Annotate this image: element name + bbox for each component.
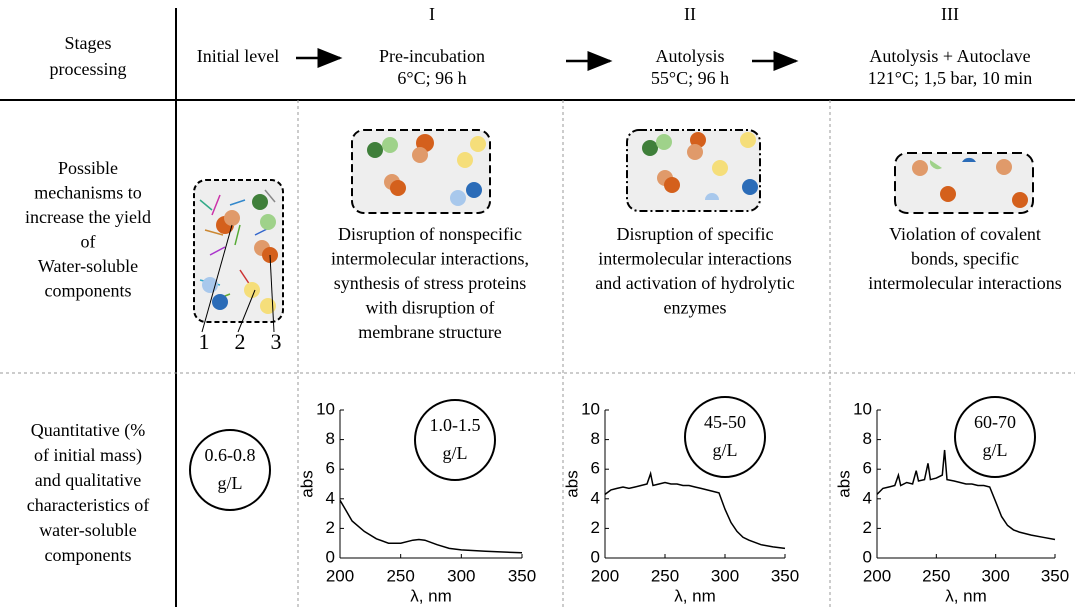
spectrum-line: [876, 449, 1056, 541]
x-tick-label: 300: [447, 566, 475, 585]
y-axis-label: abs: [297, 470, 316, 497]
x-axis-label: λ, nm: [674, 586, 716, 605]
row-label: and qualitative: [35, 470, 141, 490]
stage-numeral: I: [429, 4, 435, 24]
stage-name: Pre-incubation: [379, 46, 485, 66]
row-label: of initial mass): [34, 445, 142, 466]
initial-label: Initial level: [197, 46, 279, 66]
legend-number: 1: [199, 329, 210, 354]
x-axis-label: λ, nm: [945, 586, 987, 605]
row-label: of: [81, 232, 96, 252]
row-label: water-soluble: [39, 520, 137, 540]
x-tick-label: 300: [711, 566, 739, 585]
yield-value: 60-70: [974, 412, 1016, 432]
mechanism-text: with disruption of: [366, 298, 495, 318]
yield-unit: g/L: [713, 440, 738, 460]
y-tick-label: 10: [316, 399, 335, 418]
arrows: [296, 48, 799, 71]
y-tick-label: 4: [326, 488, 335, 507]
y-tick-label: 8: [326, 429, 335, 448]
y-tick-label: 0: [591, 547, 600, 566]
mechanism-text: Violation of covalent: [889, 224, 1041, 244]
mechanism-text: intermolecular interactions,: [331, 249, 529, 269]
mechanism-text: bonds, specific: [911, 249, 1019, 269]
y-tick-label: 2: [863, 518, 872, 537]
legend-number: 3: [271, 329, 282, 354]
x-tick-label: 250: [386, 566, 414, 585]
x-tick-label: 350: [1041, 566, 1069, 585]
mechanism-text: synthesis of stress proteins: [334, 273, 527, 293]
y-tick-label: 8: [591, 429, 600, 448]
y-tick-label: 6: [591, 459, 600, 478]
y-tick-label: 8: [863, 429, 872, 448]
mechanism-text: and activation of hydrolytic: [595, 273, 794, 293]
x-tick-label: 350: [508, 566, 536, 585]
yield-unit: g/L: [218, 473, 243, 493]
illustrations: [193, 129, 1034, 333]
y-tick-label: 0: [326, 547, 335, 566]
x-tick-label: 200: [863, 566, 891, 585]
grid-frame: [0, 8, 1075, 607]
x-tick-label: 200: [326, 566, 354, 585]
row-label: processing: [50, 59, 127, 79]
row-label: Stages: [65, 33, 112, 53]
y-tick-label: 10: [581, 399, 600, 418]
yield-value: 45-50: [704, 412, 746, 432]
x-axis-label: λ, nm: [410, 586, 452, 605]
stage-name: Autolysis: [655, 46, 724, 66]
y-tick-label: 6: [326, 459, 335, 478]
yield-unit: g/L: [443, 443, 468, 463]
mechanism-text: enzymes: [664, 298, 727, 318]
y-tick-label: 4: [863, 488, 872, 507]
y-tick-label: 10: [853, 399, 872, 418]
y-tick-label: 2: [591, 518, 600, 537]
row-label: characteristics of: [27, 495, 149, 515]
row-label: increase the yield: [25, 207, 151, 227]
stage-name: Autolysis + Autoclave: [869, 46, 1030, 66]
x-tick-label: 350: [771, 566, 799, 585]
yield-value: 1.0-1.5: [430, 415, 481, 435]
stage-conditions: 55°C; 96 h: [651, 68, 729, 88]
yield-badges: [189, 396, 1036, 511]
mechanism-text: intermolecular interactions: [598, 249, 791, 269]
y-tick-label: 4: [591, 488, 600, 507]
row-label: Water-soluble: [38, 256, 138, 276]
yield-value: 0.6-0.8: [205, 445, 256, 465]
row-label: mechanisms to: [34, 183, 141, 203]
y-axis-label: abs: [562, 470, 581, 497]
mechanism-text: Disruption of nonspecific: [338, 224, 522, 244]
row-label: Quantitative (%: [31, 420, 145, 441]
row-label: components: [45, 281, 132, 301]
stage-numeral: III: [941, 4, 959, 24]
y-tick-label: 6: [863, 459, 872, 478]
stage-numeral: II: [684, 4, 696, 24]
x-tick-label: 250: [922, 566, 950, 585]
stage-conditions: 121°C; 1,5 bar, 10 min: [868, 68, 1032, 88]
mechanism-text: membrane structure: [358, 322, 501, 342]
y-axis-label: abs: [834, 470, 853, 497]
mechanism-text: Disruption of specific: [617, 224, 774, 244]
x-tick-label: 300: [981, 566, 1009, 585]
row-label: Possible: [58, 158, 118, 178]
row-label: components: [45, 545, 132, 565]
legend-number: 2: [235, 329, 246, 354]
yield-unit: g/L: [983, 440, 1008, 460]
y-tick-label: 0: [863, 547, 872, 566]
spectrum-line: [339, 499, 523, 554]
stage-conditions: 6°C; 96 h: [397, 68, 466, 88]
mechanism-text: intermolecular interactions: [868, 273, 1061, 293]
x-tick-label: 200: [591, 566, 619, 585]
y-tick-label: 2: [326, 518, 335, 537]
x-tick-label: 250: [651, 566, 679, 585]
spectrum-line: [604, 470, 786, 550]
